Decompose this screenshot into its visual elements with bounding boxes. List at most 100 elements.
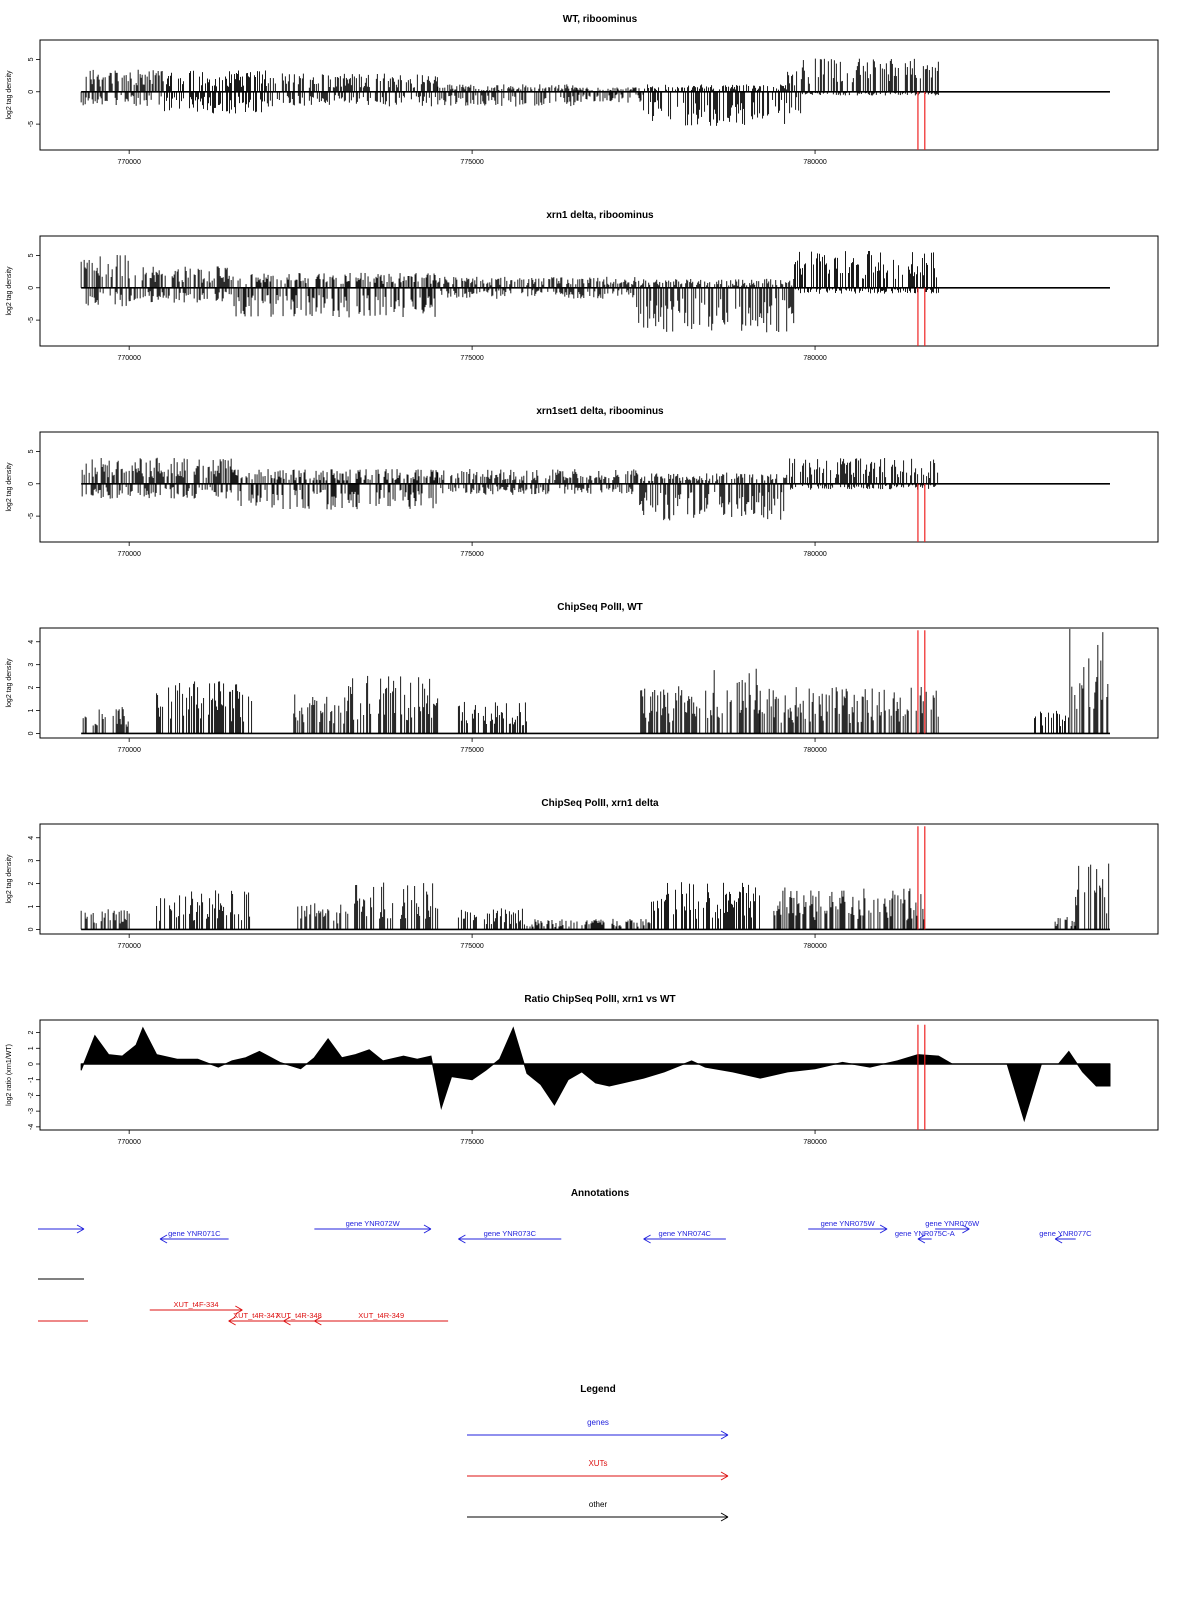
y-tick-label: 5 (28, 253, 35, 257)
xut-label: XUT_t4R-347 (233, 1311, 279, 1320)
x-tick-label: 780000 (803, 159, 826, 166)
gene-label: gene YNR074C (659, 1229, 712, 1238)
x-tick-label: 775000 (460, 747, 483, 754)
legend-label-gene: genes (587, 1418, 609, 1427)
gene-arrow (458, 1234, 562, 1244)
plot-frame (39, 823, 1159, 935)
xut-label: XUT_t4R-349 (358, 1311, 404, 1320)
y-axis-label: log2 ratio (xrn1/WT) (6, 1044, 13, 1106)
xut-arrow (228, 1316, 284, 1326)
legend-panel: Legend genes XUTs other (467, 1384, 729, 1522)
gene-arrow (159, 1234, 229, 1244)
y-tick-label: -5 (28, 317, 35, 323)
x-tick-label: 775000 (460, 551, 483, 558)
chart-title: xrn1 delta, riboominus (546, 210, 654, 221)
y-tick-label: 0 (28, 90, 35, 94)
plot-frame (39, 39, 1159, 151)
gene-arrow (643, 1234, 726, 1244)
y-tick-label: 1 (28, 1046, 35, 1050)
y-axis-label: log2 tag density (6, 462, 13, 512)
gene-arrow (935, 1224, 970, 1234)
y-tick-label: -5 (28, 121, 35, 127)
chart-panel-3: xrn1set1 delta, riboominus log2 tag densi… (6, 406, 1159, 558)
x-tick-label: 770000 (117, 551, 140, 558)
legend-arrow-gene (467, 1430, 729, 1440)
y-tick-label: 0 (28, 1062, 35, 1066)
xut-label: XUT_t4F-334 (174, 1300, 219, 1309)
y-tick-label: 0 (28, 286, 35, 290)
annotations-panel: Annotations gene YNR071C gene YNR072W gene … (38, 1188, 1092, 1326)
tag-density-bars (80, 250, 939, 333)
gene-label: gene YNR073C (484, 1229, 537, 1238)
y-tick-label: 4 (28, 640, 35, 644)
gene-label: gene YNR072W (346, 1219, 401, 1228)
plot-frame (39, 235, 1159, 347)
y-tick-label: 3 (28, 663, 35, 667)
y-tick-label: -5 (28, 513, 35, 519)
x-tick-label: 780000 (803, 355, 826, 362)
xut-arrow (314, 1316, 449, 1326)
y-tick-label: 2 (28, 1031, 35, 1035)
y-tick-label: -3 (28, 1108, 35, 1114)
legend-arrow-other (467, 1512, 729, 1522)
xut-arrow (283, 1316, 315, 1326)
gene-arrow (314, 1224, 432, 1234)
x-tick-label: 780000 (803, 1139, 826, 1146)
chart-title: xrn1set1 delta, riboominus (536, 406, 664, 417)
gene-label: gene YNR075C-A (895, 1229, 955, 1238)
tag-density-bars (80, 58, 939, 126)
chart-title: ChipSeq PolII, xrn1 delta (541, 798, 659, 809)
y-tick-label: 0 (28, 482, 35, 486)
gene-arrow (808, 1224, 888, 1234)
xut-arrow (149, 1305, 243, 1315)
chart-title: Ratio ChipSeq PolII, xrn1 vs WT (524, 994, 675, 1005)
ratio-area (80, 1026, 1111, 1123)
chart-panel-6: Ratio ChipSeq PolII, xrn1 vs WT log2 rati… (6, 994, 1159, 1146)
y-tick-label: 0 (28, 927, 35, 931)
chart-panel-4: ChipSeq PolII, WT log2 tag density 0 1 2 3 4 77… (6, 602, 1159, 754)
x-tick-label: 775000 (460, 159, 483, 166)
xut-label: XUT_t4R-348 (276, 1311, 322, 1320)
y-tick-label: 0 (28, 731, 35, 735)
y-axis-label: log2 tag density (6, 854, 13, 904)
legend-arrow-xut (467, 1471, 729, 1481)
y-axis-label: log2 tag density (6, 658, 13, 708)
x-tick-label: 780000 (803, 747, 826, 754)
plot-frame (39, 1019, 1159, 1131)
gene-arrow (1054, 1234, 1076, 1244)
y-tick-label: 2 (28, 882, 35, 886)
tag-density-bars (81, 457, 939, 521)
gene-arrow (917, 1234, 932, 1244)
plot-frame (39, 431, 1159, 543)
x-tick-label: 780000 (803, 943, 826, 950)
gene-track-key (38, 1224, 85, 1234)
annotations-title: Annotations (571, 1188, 630, 1199)
gene-label: gene YNR076W (925, 1219, 980, 1228)
y-tick-label: -2 (28, 1092, 35, 1098)
chart-panel-2: xrn1 delta, riboominus log2 tag density -5… (6, 210, 1159, 362)
x-tick-label: 770000 (117, 747, 140, 754)
tag-density-bars (80, 863, 1110, 930)
y-tick-label: 3 (28, 859, 35, 863)
x-tick-label: 780000 (803, 551, 826, 558)
y-tick-label: -4 (28, 1124, 35, 1130)
tag-density-bars (82, 628, 1109, 734)
y-tick-label: 2 (28, 686, 35, 690)
chart-title: ChipSeq PolII, WT (557, 602, 643, 613)
gene-label: gene YNR077C (1039, 1229, 1092, 1238)
y-axis-label: log2 tag density (6, 70, 13, 120)
gene-label: gene YNR075W (821, 1219, 876, 1228)
x-tick-label: 770000 (117, 943, 140, 950)
x-tick-label: 770000 (117, 1139, 140, 1146)
x-tick-label: 775000 (460, 355, 483, 362)
x-tick-label: 770000 (117, 355, 140, 362)
y-tick-label: 5 (28, 449, 35, 453)
y-tick-label: 1 (28, 708, 35, 712)
chart-title: WT, riboominus (563, 14, 638, 25)
y-tick-label: 4 (28, 836, 35, 840)
legend-title: Legend (580, 1384, 616, 1395)
legend-label-other: other (589, 1500, 608, 1509)
y-tick-label: -1 (28, 1077, 35, 1083)
